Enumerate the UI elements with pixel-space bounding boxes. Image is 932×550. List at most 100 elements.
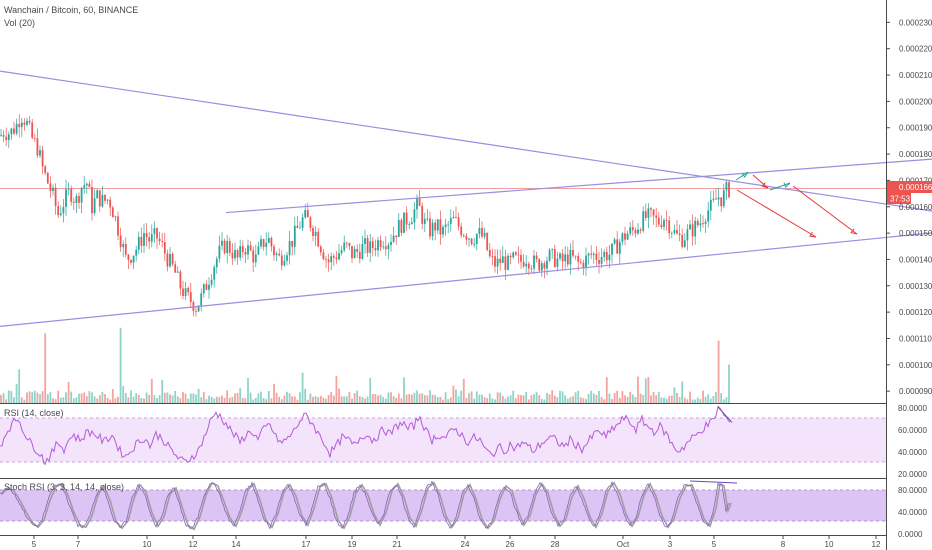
volume-bar: [249, 392, 252, 403]
time-axis[interactable]: 5 7 10 12 14 17 19 21 24 26 28 Oct 3 5 8 10 12: [32, 535, 881, 549]
volume-bar: [527, 399, 530, 403]
candle-body: [590, 253, 593, 255]
volume-bar: [434, 395, 437, 403]
volume-bar: [553, 395, 556, 403]
volume-bar: [390, 392, 392, 403]
candle-body: [98, 190, 101, 207]
candle-body: [369, 241, 372, 253]
volume-bar: [101, 391, 104, 403]
candle-body: [678, 233, 681, 235]
volume-bar: [395, 397, 398, 403]
candle-body: [197, 305, 200, 312]
candle-body: [18, 123, 21, 128]
volume-bar: [616, 390, 619, 403]
candle-body: [325, 259, 327, 260]
volume-bar: [473, 398, 476, 403]
candle-body: [374, 248, 377, 251]
volume-bar: [213, 398, 216, 403]
candle-body: [20, 122, 23, 128]
volume-bar: [426, 395, 429, 403]
volume-bar: [491, 398, 494, 403]
candle-body: [647, 208, 650, 218]
candle-body: [494, 256, 496, 267]
volume-bar: [382, 397, 385, 403]
candle-body: [364, 238, 366, 244]
candle-body: [335, 257, 338, 260]
volume-bar: [629, 391, 632, 403]
candle-body: [533, 255, 535, 269]
volume-bar: [182, 392, 184, 403]
candle-body: [244, 251, 247, 255]
candle-body: [13, 128, 15, 134]
candle-body: [31, 122, 34, 138]
volume-bar: [140, 398, 143, 403]
candle-body: [624, 233, 626, 240]
volume-bar: [18, 369, 21, 403]
candle-body: [52, 187, 54, 192]
candle-body: [299, 227, 301, 229]
volume-bar: [304, 388, 307, 403]
volume-bar: [715, 392, 717, 403]
candle-body: [608, 254, 611, 261]
candle-body: [351, 246, 353, 259]
candle-body: [639, 229, 642, 231]
candle-body: [106, 199, 109, 201]
trendline-rising-upper-channel[interactable]: [225, 158, 932, 214]
arrow-line: [769, 182, 791, 191]
volume-bar: [335, 375, 338, 403]
candle-body: [478, 228, 481, 234]
stoch-level-40: 40.0000: [898, 508, 927, 517]
candle-body: [41, 150, 44, 167]
price-badge: [887, 181, 932, 193]
candle-body: [228, 241, 231, 253]
candle-body: [439, 219, 442, 235]
volume-bar: [494, 399, 496, 403]
candle-body: [663, 220, 665, 227]
candle-body: [36, 138, 39, 156]
volume-bar: [676, 392, 678, 403]
volume-bar: [153, 395, 156, 403]
volume-bar: [504, 398, 507, 403]
trendline-rising-support[interactable]: [0, 232, 932, 327]
candle-body: [616, 239, 619, 254]
candle-body: [621, 233, 624, 242]
volume-bar: [109, 399, 112, 403]
candle-body: [319, 246, 322, 253]
volume-bar: [624, 395, 626, 403]
volume-bar: [712, 395, 715, 403]
volume-bar: [499, 392, 502, 403]
candle-body: [15, 123, 18, 134]
volume-bar: [221, 395, 223, 403]
candle-body: [278, 253, 281, 256]
candle-body: [166, 253, 169, 267]
candle-body: [689, 224, 691, 230]
volume-bar: [478, 394, 481, 403]
volume-bar: [574, 392, 577, 403]
volume-bar: [161, 380, 164, 403]
volume-bar: [88, 391, 91, 403]
candle-body: [306, 210, 309, 218]
volume-bar: [192, 393, 195, 403]
volume-bar: [371, 394, 374, 403]
candle-body: [267, 238, 270, 243]
volume-bar: [5, 399, 8, 403]
candle-body: [309, 217, 312, 228]
volume-bar: [707, 394, 710, 403]
volume-bar: [150, 378, 153, 403]
rsi-band: [0, 418, 886, 462]
candle-body: [283, 260, 286, 266]
candle-body: [683, 240, 686, 247]
candle-body: [473, 243, 476, 245]
candle-body: [535, 255, 538, 260]
volume-bar: [169, 394, 171, 403]
volume-bar: [312, 396, 314, 403]
volume-bar: [174, 390, 177, 403]
candle-body: [187, 288, 190, 293]
candle-body: [179, 271, 182, 289]
candle-body: [582, 262, 585, 269]
candle-body: [543, 263, 546, 269]
volume-bar: [39, 394, 41, 403]
volume-bar: [254, 397, 257, 403]
